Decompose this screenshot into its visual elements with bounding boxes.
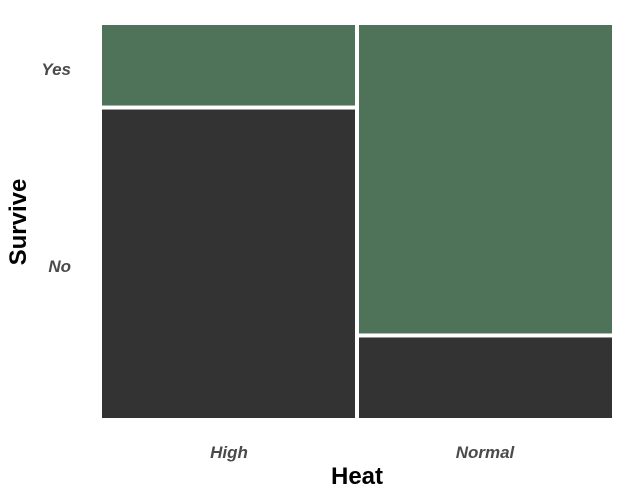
- x-tick-label-high: High: [210, 443, 248, 462]
- mosaic-cell-normal-no: [359, 337, 612, 418]
- y-tick-label-no: No: [48, 257, 71, 276]
- y-tick-label-yes: Yes: [41, 60, 71, 79]
- mosaic-cell-high-no: [102, 109, 355, 418]
- mosaic-cell-high-yes: [102, 25, 355, 106]
- mosaic-cell-normal-yes: [359, 25, 612, 334]
- x-tick-label-normal: Normal: [456, 443, 516, 462]
- x-axis-title: Heat: [331, 463, 383, 490]
- y-axis-title: Survive: [5, 179, 32, 266]
- mosaic-cells: [102, 25, 612, 418]
